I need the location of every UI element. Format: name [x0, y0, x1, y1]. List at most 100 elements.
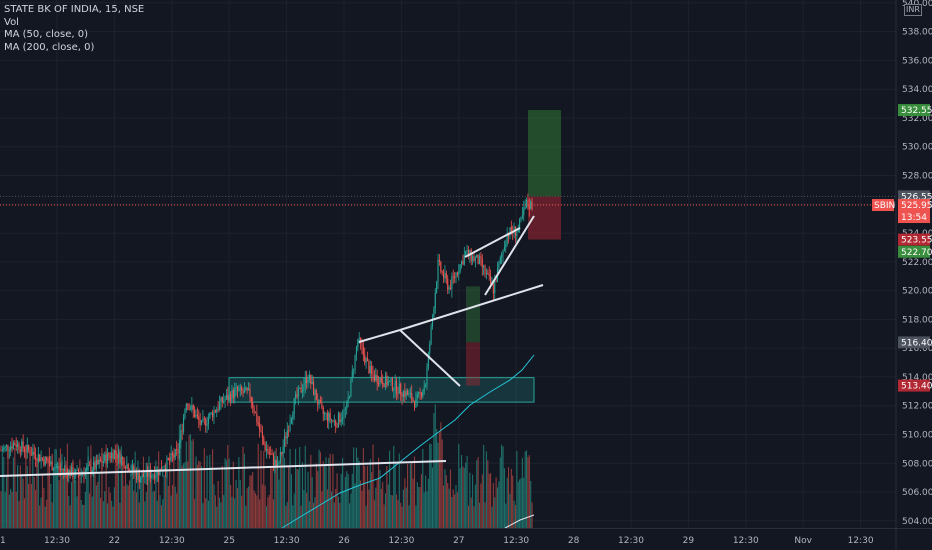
volume-bar	[228, 458, 230, 528]
currency-badge[interactable]: INR	[904, 4, 922, 16]
volume-bar	[44, 506, 46, 528]
volume-bar	[101, 447, 103, 528]
candle-body	[420, 392, 422, 397]
candle-body	[393, 389, 395, 391]
candle-body	[137, 472, 139, 480]
candle-body	[91, 470, 93, 473]
candle-body	[15, 444, 17, 448]
candle-body	[379, 378, 381, 385]
candle-body	[131, 465, 133, 472]
candle-body	[195, 414, 197, 418]
volume-bar	[69, 505, 71, 528]
volume-bar	[416, 482, 418, 528]
price-tag-bg	[898, 245, 930, 258]
price-tick-label: 520.00	[902, 287, 932, 297]
volume-bar	[344, 476, 346, 528]
volume-bar	[66, 443, 68, 528]
volume-bar	[214, 495, 216, 528]
volume-bar	[17, 465, 19, 528]
candle-body	[181, 430, 183, 432]
candle-body	[405, 391, 407, 397]
volume-bar	[245, 505, 247, 528]
price-tick-label: 534.00	[902, 85, 932, 95]
candle-body	[315, 390, 317, 401]
volume-bar	[469, 472, 471, 528]
candle-body	[423, 386, 425, 392]
volume-bar	[257, 443, 259, 528]
candle-body	[178, 442, 180, 454]
volume-bar	[62, 471, 64, 528]
candle-body	[4, 446, 6, 448]
volume-bar	[351, 473, 353, 528]
symbol-title[interactable]: STATE BK OF INDIA, 15, NSE	[4, 4, 145, 15]
volume-bar	[346, 471, 348, 528]
price-tag: 516.40	[898, 336, 932, 349]
grid-lines	[0, 0, 896, 528]
candle-body	[77, 470, 79, 475]
volume-bar	[148, 456, 150, 528]
volume-bar	[348, 503, 351, 528]
volume-bar	[241, 495, 243, 528]
candle-body	[523, 208, 525, 216]
volume-bar	[430, 443, 432, 528]
symbol-tag: SBIN	[872, 199, 895, 212]
candle-body	[292, 414, 294, 419]
candle-body	[469, 249, 471, 256]
volume-bar	[91, 496, 93, 528]
candle-body	[470, 249, 472, 261]
candle-body	[348, 396, 351, 398]
candle-body	[274, 460, 276, 466]
volume-bar	[242, 446, 244, 528]
symbol-tag-text: SBIN	[874, 201, 895, 211]
volume-bar	[147, 462, 149, 528]
volume-bar	[79, 459, 81, 528]
candle-body	[256, 412, 258, 423]
ma200-indicator-label[interactable]: MA (200, close, 0)	[4, 41, 95, 53]
time-tag-bg	[898, 211, 930, 224]
volume-bar	[5, 475, 8, 528]
volume-bar	[387, 484, 389, 528]
price-axis: 504.00 506.00 508.00 510.00 512.00 514.00 516.…	[895, 0, 932, 550]
candle-body	[322, 407, 324, 414]
volume-bar	[380, 488, 382, 528]
volume-bar	[272, 499, 275, 528]
candle-body	[205, 419, 207, 426]
volume-bar	[97, 481, 99, 528]
candle-body	[494, 281, 496, 294]
candle-body	[339, 413, 341, 423]
volume-bar	[131, 459, 133, 528]
volume-bar	[75, 480, 77, 528]
volume-bar	[311, 477, 313, 528]
time-tick-label: 22	[109, 536, 120, 546]
volume-bar	[231, 496, 233, 528]
volume-bar	[458, 443, 460, 528]
candle-body	[375, 374, 377, 381]
candle-body	[28, 444, 30, 451]
volume-bar	[243, 453, 245, 528]
volume-bar	[196, 464, 198, 528]
volume-bar	[483, 444, 485, 528]
candle-body	[321, 403, 323, 408]
volume-bar	[207, 500, 209, 528]
price-tag-text: 525.95	[901, 201, 932, 211]
candle-body	[343, 409, 345, 418]
volume-indicator-label[interactable]: Vol	[4, 16, 19, 28]
ma50-indicator-label[interactable]: MA (50, close, 0)	[4, 29, 89, 40]
volume-bar	[72, 459, 74, 528]
candle-body	[517, 229, 519, 233]
volume-bar	[337, 496, 340, 528]
volume-bar	[405, 487, 407, 528]
candle-body	[433, 309, 435, 318]
candle-body	[295, 394, 297, 399]
candle-body	[148, 469, 150, 478]
candle-body	[10, 446, 12, 451]
time-tick-label: 12:30	[733, 536, 759, 546]
volume-bar	[382, 482, 384, 528]
candle-body	[336, 425, 338, 427]
candle-body	[270, 454, 272, 455]
volume-bar	[268, 494, 270, 528]
volume-bar	[65, 460, 67, 528]
volume-bar	[270, 466, 272, 528]
volume-bar	[169, 457, 171, 528]
